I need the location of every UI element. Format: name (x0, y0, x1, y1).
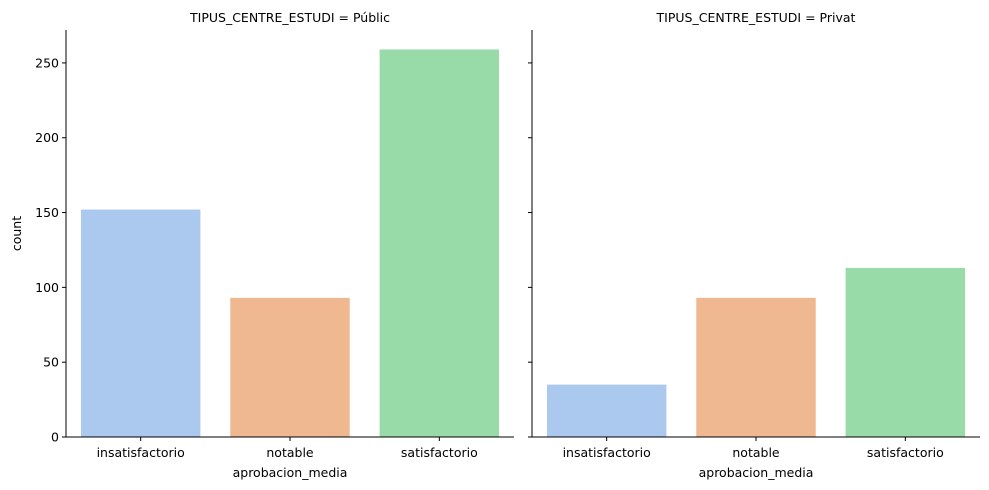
x-tick-label-panel-0: satisfactorio (401, 445, 478, 460)
facet-title-0: TIPUS_CENTRE_ESTUDI = Públic (189, 10, 390, 25)
bar-satisfactorio-panel-1 (845, 267, 966, 437)
x-tick-label-panel-1: insatisfactorio (563, 445, 651, 460)
x-tick-label-panel-1: satisfactorio (867, 445, 944, 460)
y-tick-label: 250 (35, 55, 59, 70)
y-tick-label: 100 (35, 280, 59, 295)
bar-insatisfactorio-panel-0 (80, 209, 201, 437)
y-tick-label: 150 (35, 205, 59, 220)
y-tick-label: 50 (43, 355, 59, 370)
y-tick-label: 0 (51, 430, 59, 445)
x-axis-label-panel-1: aprobacion_media (699, 465, 814, 480)
bar-notable-panel-0 (230, 297, 350, 437)
x-tick-label-panel-1: notable (732, 445, 780, 460)
x-tick-label-panel-0: notable (266, 445, 314, 460)
y-tick-label: 200 (35, 130, 59, 145)
bar-insatisfactorio-panel-1 (546, 384, 667, 437)
x-axis-label-panel-0: aprobacion_media (233, 465, 348, 480)
bar-satisfactorio-panel-0 (379, 49, 500, 437)
x-tick-label-panel-0: insatisfactorio (97, 445, 185, 460)
y-axis-label: count (9, 216, 24, 251)
facet-title-1: TIPUS_CENTRE_ESTUDI = Privat (656, 10, 856, 25)
bar-notable-panel-1 (696, 297, 816, 437)
